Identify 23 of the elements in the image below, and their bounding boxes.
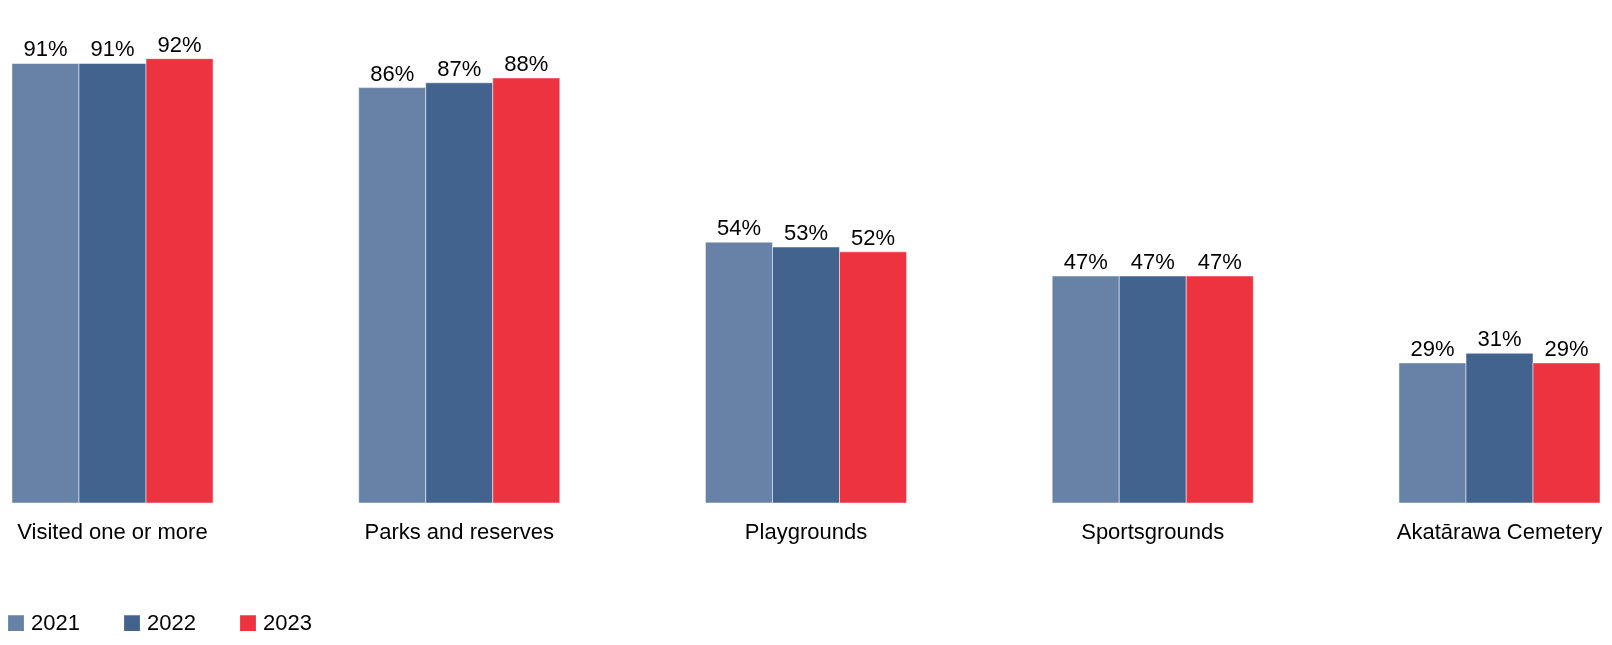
legend-label: 2022: [147, 610, 196, 636]
data-label: 53%: [783, 220, 829, 246]
x-tick-label: Playgrounds: [744, 518, 868, 544]
data-label: 92%: [157, 31, 202, 57]
data-label: 54%: [716, 215, 761, 241]
data-label: 87%: [437, 55, 482, 81]
data-label: 29%: [1410, 335, 1455, 361]
data-label: 47%: [1197, 248, 1242, 274]
data-label: 47%: [1130, 248, 1175, 274]
x-tick-label: Sportsgrounds: [1081, 518, 1225, 544]
x-tick-label: Visited one or more: [17, 518, 208, 544]
data-label: 91%: [23, 36, 68, 62]
legend-label: 2023: [263, 610, 312, 636]
x-tick-label: Akatārawa Cemetery: [1396, 518, 1603, 544]
data-label: 29%: [1544, 335, 1589, 361]
data-label: 47%: [1063, 248, 1108, 274]
data-label: 52%: [851, 224, 896, 250]
x-tick-label: Parks and reserves: [364, 518, 555, 544]
data-label: 88%: [504, 50, 549, 76]
legend-label: 2021: [31, 610, 80, 636]
data-label: 91%: [90, 36, 135, 62]
data-label: 86%: [370, 60, 415, 86]
data-label: 31%: [1477, 326, 1522, 352]
